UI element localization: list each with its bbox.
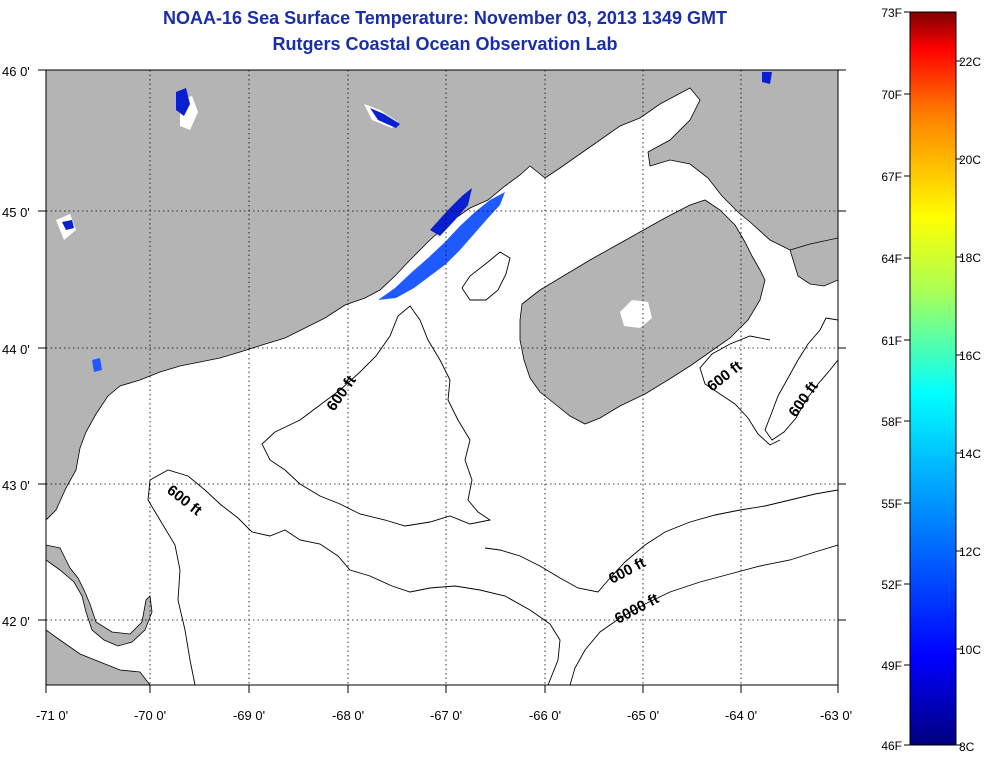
map-frame: [45, 69, 839, 686]
sst-patch: [370, 108, 400, 128]
colorbar-c-label: 10C: [959, 643, 981, 657]
colorbar-c-label: 18C: [959, 251, 981, 265]
lat-tick-label: 42 0': [2, 614, 30, 629]
graticule: [46, 70, 838, 685]
sst-patch: [430, 188, 472, 236]
cloud-patch: [620, 300, 652, 328]
sst-patch: [378, 192, 505, 300]
land-mass-south: [46, 629, 151, 685]
lat-tick-label: 45 0': [2, 205, 30, 220]
colorbar: [909, 11, 957, 746]
colorbar-c-label: 22C: [959, 55, 981, 69]
colorbar-f-label: 52F: [881, 578, 902, 592]
colorbar-c-label: 12C: [959, 545, 981, 559]
land-cape-breton: [789, 237, 838, 287]
colorbar-f-label: 46F: [881, 739, 902, 753]
lon-tick-label: -70 0': [134, 708, 166, 723]
colorbar-f-label: 61F: [881, 334, 902, 348]
map-title: NOAA-16 Sea Surface Temperature: Novembe…: [163, 8, 727, 28]
land-maine-newbrunswick: [46, 70, 838, 521]
sst-patch: [762, 72, 772, 84]
lon-tick-label: -71 0': [36, 708, 68, 723]
lon-tick-label: -64 0': [725, 708, 757, 723]
colorbar-f-label: 55F: [881, 497, 902, 511]
lon-tick-label: -63 0': [820, 708, 852, 723]
colorbar-c-label: 16C: [959, 349, 981, 363]
lon-tick-label: -69 0': [233, 708, 265, 723]
sst-patch: [176, 88, 190, 116]
land-massachusetts: [46, 544, 153, 647]
lat-tick-label: 46 0': [2, 64, 30, 79]
bathymetry-contours: [147, 251, 838, 685]
map-subtitle: Rutgers Coastal Ocean Observation Lab: [272, 34, 618, 54]
colorbar-f-label: 70F: [881, 88, 902, 102]
colorbar-c-label: 8C: [959, 740, 975, 754]
sst-patch: [92, 358, 102, 372]
colorbar-f-label: 73F: [881, 6, 902, 20]
lon-tick-label: -65 0': [627, 708, 659, 723]
lon-tick-label: -68 0': [332, 708, 364, 723]
colorbar-f-label: 49F: [881, 659, 902, 673]
lat-tick-label: 44 0': [2, 342, 30, 357]
sst-patch: [62, 220, 74, 230]
colorbar-f-label: 67F: [881, 170, 902, 184]
lon-tick-label: -66 0': [529, 708, 561, 723]
lat-tick-label: 43 0': [2, 478, 30, 493]
colorbar-f-label: 64F: [881, 252, 902, 266]
lon-tick-label: -67 0': [430, 708, 462, 723]
colorbar-f-label: 58F: [881, 415, 902, 429]
colorbar-c-label: 20C: [959, 153, 981, 167]
colorbar-c-label: 14C: [959, 447, 981, 461]
